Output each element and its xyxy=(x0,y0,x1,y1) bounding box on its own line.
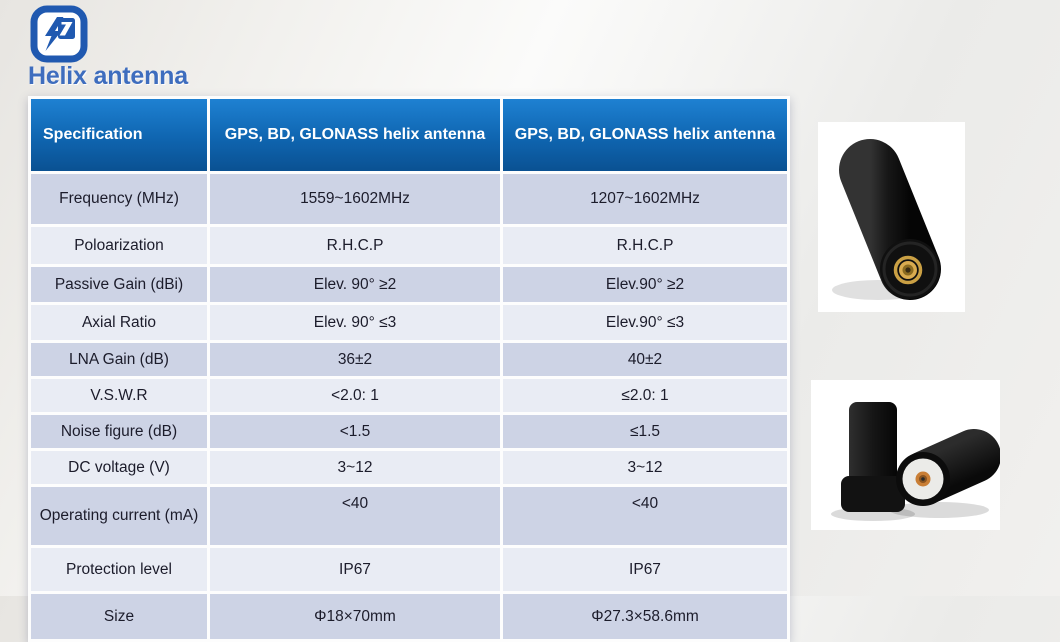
company-logo xyxy=(30,5,88,63)
value-cell: 36±2 xyxy=(210,343,500,376)
spec-label: V.S.W.R xyxy=(31,379,207,412)
value-cell: <2.0: 1 xyxy=(210,379,500,412)
company-logo-icon xyxy=(30,5,88,63)
value-cell: Elev. 90° ≤3 xyxy=(210,305,500,340)
header-specification: Specification xyxy=(31,99,207,171)
spec-label: DC voltage (V) xyxy=(31,451,207,484)
value-cell: <40 xyxy=(503,487,787,545)
value-cell: <1.5 xyxy=(210,415,500,448)
table-row-noise-figure: Noise figure (dB) <1.5 ≤1.5 xyxy=(31,415,787,448)
product-photo-antenna-2 xyxy=(811,380,1001,530)
table-row-axial-ratio: Axial Ratio Elev. 90° ≤3 Elev.90° ≤3 xyxy=(31,305,787,340)
table-row-polarization: Poloarization R.H.C.P R.H.C.P xyxy=(31,227,787,264)
value-cell: ≤1.5 xyxy=(503,415,787,448)
value-cell: Elev. 90° ≥2 xyxy=(210,267,500,302)
spec-label: Operating current (mA) xyxy=(31,487,207,545)
table-row-lna-gain: LNA Gain (dB) 36±2 40±2 xyxy=(31,343,787,376)
spec-label: Axial Ratio xyxy=(31,305,207,340)
spec-label: Size xyxy=(31,594,207,639)
value-cell: R.H.C.P xyxy=(503,227,787,264)
value-cell: Elev.90° ≤3 xyxy=(503,305,787,340)
value-cell: 1207~1602MHz xyxy=(503,174,787,224)
value-cell: Elev.90° ≥2 xyxy=(503,267,787,302)
table-row-dc-voltage: DC voltage (V) 3~12 3~12 xyxy=(31,451,787,484)
page-title: Helix antenna xyxy=(28,62,188,90)
table-row-size: Size Φ18×70mm Φ27.3×58.6mm xyxy=(31,594,787,639)
value-cell: Φ18×70mm xyxy=(210,594,500,639)
spec-label: LNA Gain (dB) xyxy=(31,343,207,376)
value-cell: 40±2 xyxy=(503,343,787,376)
spec-label: Frequency (MHz) xyxy=(31,174,207,224)
spec-label: Poloarization xyxy=(31,227,207,264)
spec-label: Passive Gain (dBi) xyxy=(31,267,207,302)
value-cell: Φ27.3×58.6mm xyxy=(503,594,787,639)
value-cell: IP67 xyxy=(503,548,787,591)
antenna-1-image xyxy=(832,139,941,300)
product-photo-antenna-1 xyxy=(818,122,965,312)
value-cell: ≤2.0: 1 xyxy=(503,379,787,412)
table-row-operating-current: Operating current (mA) <40 <40 xyxy=(31,487,787,545)
value-cell: 1559~1602MHz xyxy=(210,174,500,224)
table-header-row: Specification GPS, BD, GLONASS helix ant… xyxy=(31,99,787,171)
spec-label: Noise figure (dB) xyxy=(31,415,207,448)
value-cell: IP67 xyxy=(210,548,500,591)
table-row-vswr: V.S.W.R <2.0: 1 ≤2.0: 1 xyxy=(31,379,787,412)
table-row-frequency: Frequency (MHz) 1559~1602MHz 1207~1602MH… xyxy=(31,174,787,224)
header-antenna-1: GPS, BD, GLONASS helix antenna xyxy=(210,99,500,171)
specification-table: Specification GPS, BD, GLONASS helix ant… xyxy=(28,96,790,642)
table-row-protection-level: Protection level IP67 IP67 xyxy=(31,548,787,591)
value-cell: R.H.C.P xyxy=(210,227,500,264)
antenna-2-image xyxy=(831,402,1001,521)
value-cell: <40 xyxy=(210,487,500,545)
value-cell: 3~12 xyxy=(210,451,500,484)
table-row-passive-gain: Passive Gain (dBi) Elev. 90° ≥2 Elev.90°… xyxy=(31,267,787,302)
spec-label: Protection level xyxy=(31,548,207,591)
header-antenna-2: GPS, BD, GLONASS helix antenna xyxy=(503,99,787,171)
value-cell: 3~12 xyxy=(503,451,787,484)
